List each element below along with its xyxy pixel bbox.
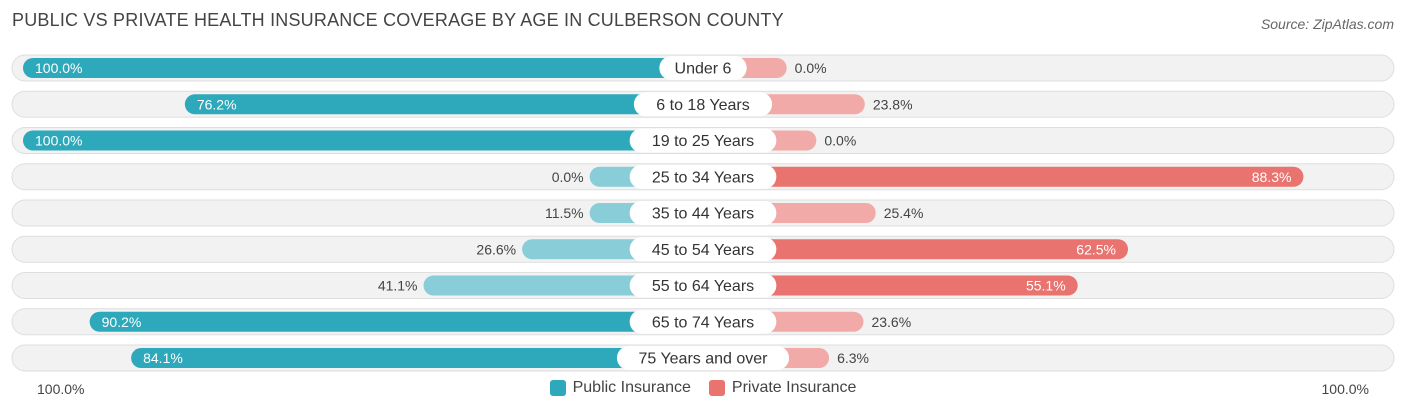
value-label-private: 25.4%	[884, 205, 924, 221]
legend-swatch-public	[549, 380, 566, 396]
value-label-private: 0.0%	[795, 60, 827, 76]
legend-item-public: Public Insurance	[549, 379, 691, 397]
bar-private	[703, 239, 1128, 260]
bar-public	[23, 130, 703, 151]
category-label-bg	[629, 309, 777, 334]
bar-public	[89, 311, 703, 332]
category-label-bg	[659, 56, 747, 80]
category-label-bg	[629, 237, 777, 262]
legend-swatch-private	[708, 380, 725, 396]
value-label-private: 23.6%	[871, 314, 911, 330]
value-label-private: 88.3%	[1252, 169, 1292, 185]
category-label-bg	[629, 164, 777, 189]
category-label: 6 to 18 Years	[656, 97, 749, 114]
category-label: 45 to 54 Years	[652, 242, 754, 259]
category-label: 25 to 34 Years	[652, 169, 754, 186]
value-label-private: 0.0%	[824, 133, 856, 149]
value-label-public: 76.2%	[197, 96, 237, 112]
value-label-public: 0.0%	[552, 169, 584, 185]
legend-item-private: Private Insurance	[708, 379, 857, 397]
bar-public	[184, 94, 704, 115]
category-label: 35 to 44 Years	[652, 206, 754, 223]
value-label-public: 90.2%	[102, 314, 142, 330]
axis-left-label: 100.0%	[37, 381, 85, 397]
value-label-public: 100.0%	[35, 133, 82, 149]
value-label-private: 55.1%	[1026, 278, 1066, 294]
axis-right-label: 100.0%	[1321, 381, 1369, 397]
category-label-bg	[616, 346, 790, 370]
bar-private	[703, 166, 1304, 187]
legend: Public Insurance Private Insurance	[0, 379, 1406, 397]
legend-label-public: Public Insurance	[572, 379, 691, 396]
value-label-private: 23.8%	[873, 96, 913, 112]
bar-public	[23, 58, 703, 78]
value-label-public: 100.0%	[35, 60, 82, 76]
bar-private	[703, 275, 1078, 296]
category-label: Under 6	[675, 61, 732, 78]
legend-label-private: Private Insurance	[731, 379, 857, 396]
value-label-public: 84.1%	[143, 350, 183, 366]
value-label-private: 6.3%	[837, 350, 869, 366]
category-label-bg	[629, 273, 777, 298]
bar-public	[131, 348, 703, 368]
chart-title: PUBLIC VS PRIVATE HEALTH INSURANCE COVER…	[12, 10, 784, 30]
value-label-public: 26.6%	[476, 241, 516, 257]
value-label-public: 11.5%	[545, 205, 584, 221]
value-label-private: 62.5%	[1076, 241, 1116, 257]
category-label: 75 Years and over	[639, 351, 769, 368]
category-label: 19 to 25 Years	[652, 133, 754, 150]
category-label-bg	[629, 128, 777, 153]
source-credit: Source: ZipAtlas.com	[1260, 16, 1394, 32]
category-label-bg	[633, 92, 773, 117]
category-label: 55 to 64 Years	[652, 278, 754, 295]
category-label: 65 to 74 Years	[652, 314, 754, 331]
category-label-bg	[629, 201, 777, 225]
value-label-public: 41.1%	[378, 278, 418, 294]
